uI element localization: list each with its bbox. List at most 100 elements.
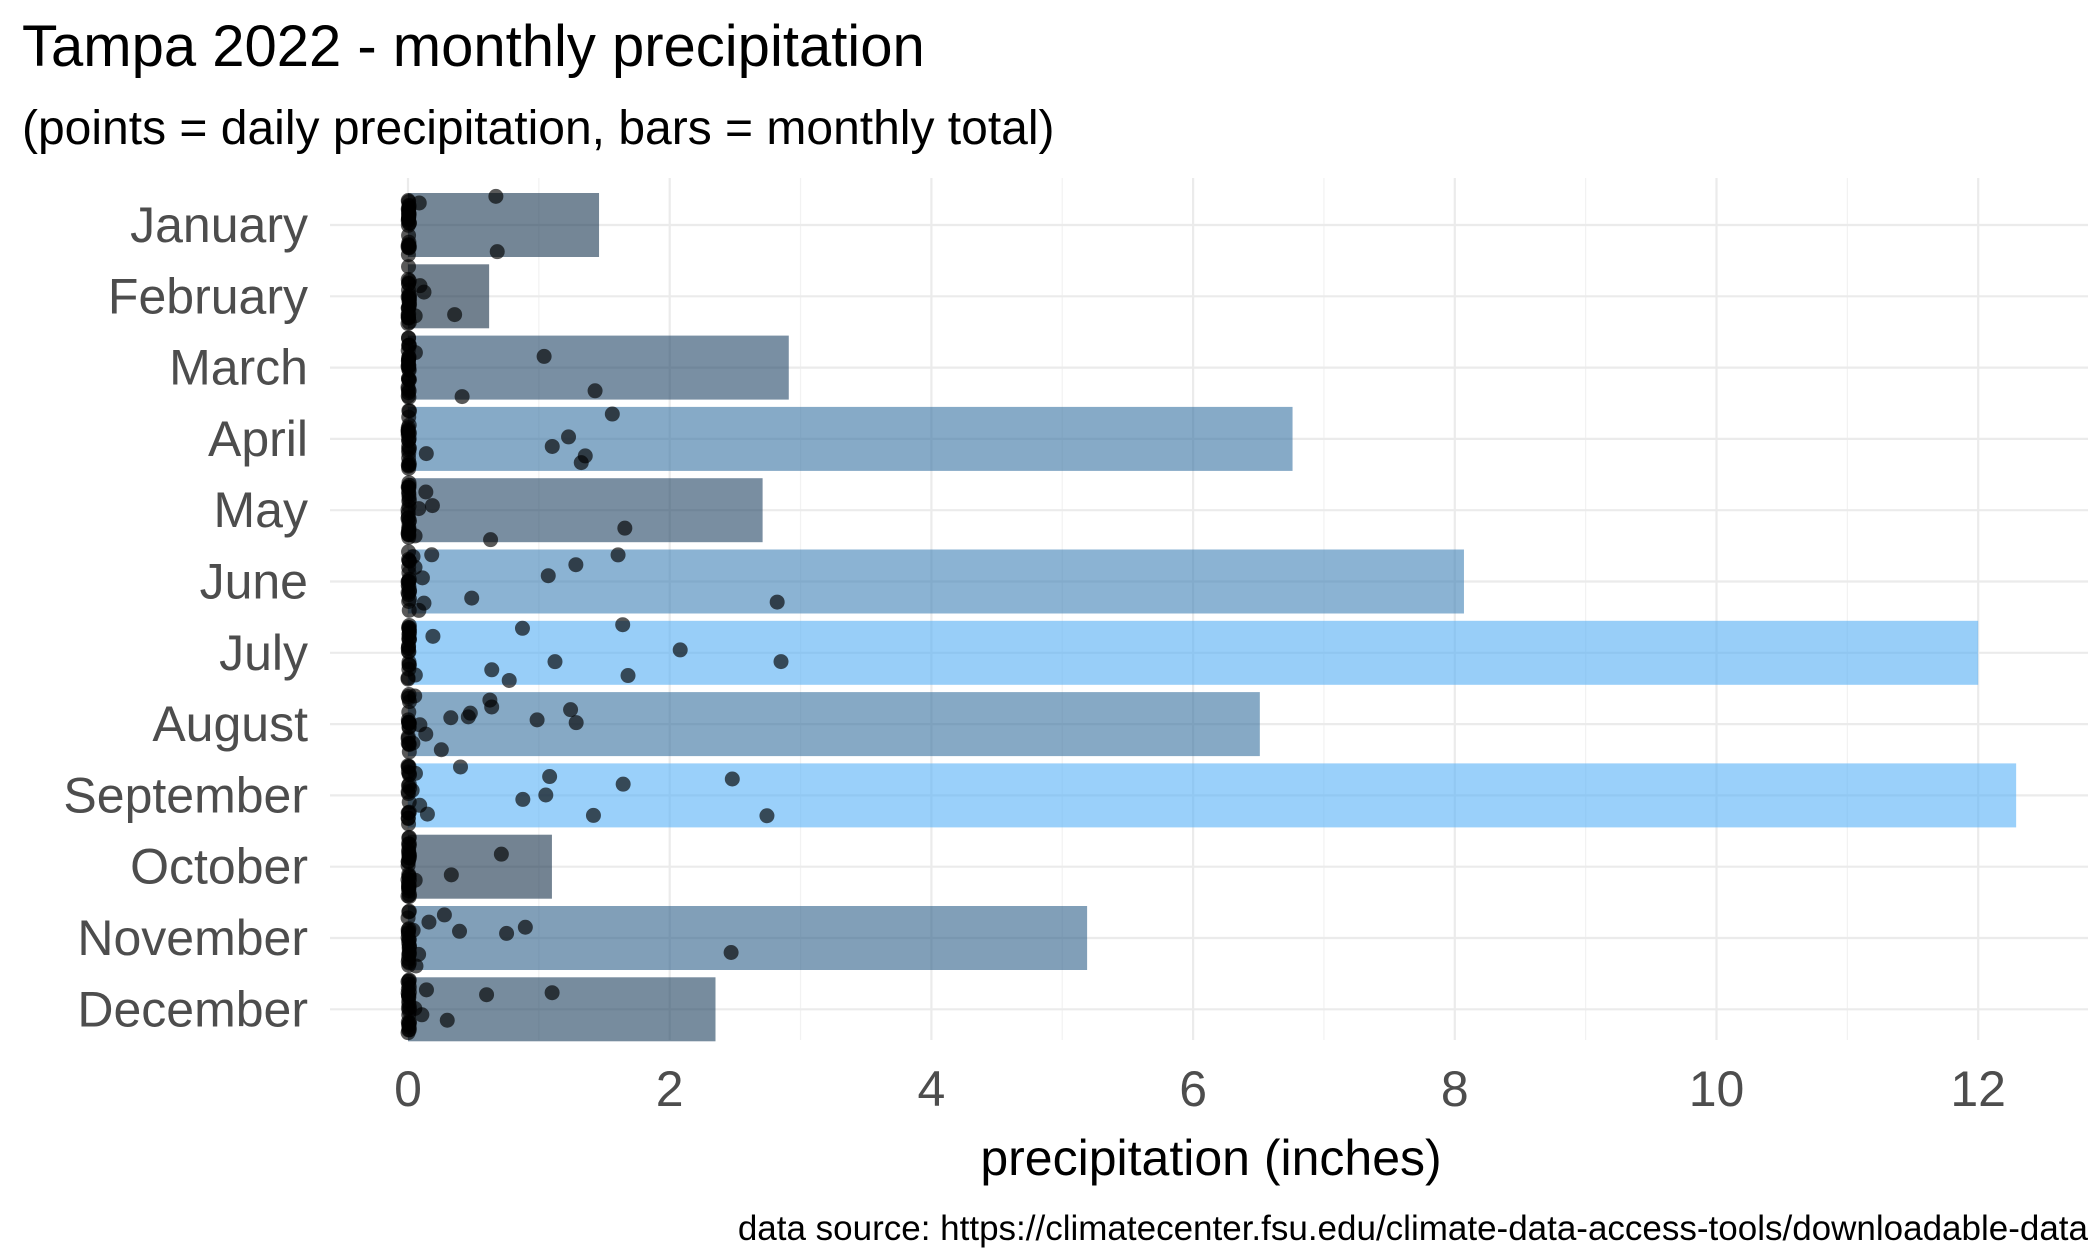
daily-point-september <box>724 771 740 787</box>
daily-point-february <box>407 308 423 324</box>
daily-point-may <box>424 498 440 514</box>
bar-june <box>408 549 1464 614</box>
x-tick-label: 12 <box>1950 1061 2006 1117</box>
daily-point-april <box>401 460 417 476</box>
daily-point-june <box>416 595 432 611</box>
daily-point-april <box>544 438 560 454</box>
chart-title: Tampa 2022 - monthly precipitation <box>22 14 925 79</box>
daily-point-december <box>439 1012 455 1028</box>
daily-point-july <box>401 626 417 642</box>
daily-point-february <box>401 259 417 275</box>
daily-point-july <box>547 654 563 670</box>
daily-point-march <box>401 372 417 388</box>
daily-point-may <box>401 513 417 529</box>
x-tick-labels: 0 2 4 6 8 10 12 <box>394 1061 2006 1117</box>
daily-point-january <box>400 211 416 227</box>
daily-point-june <box>769 594 785 610</box>
daily-point-february <box>412 278 428 294</box>
daily-point-january <box>400 238 416 254</box>
daily-point-september <box>401 794 417 810</box>
daily-point-october <box>401 836 417 852</box>
y-tick-label: July <box>219 625 308 681</box>
daily-point-april <box>401 440 417 456</box>
daily-point-october <box>402 887 418 903</box>
bar-may <box>408 478 763 543</box>
daily-point-december <box>479 987 495 1003</box>
daily-point-january <box>488 188 504 204</box>
y-tick-label: January <box>130 197 308 253</box>
daily-point-december <box>407 1000 423 1016</box>
daily-point-november <box>408 958 424 974</box>
daily-point-june <box>610 547 626 563</box>
daily-point-november <box>401 903 417 919</box>
x-tick-label: 10 <box>1689 1061 1745 1117</box>
y-tick-label: April <box>208 411 308 467</box>
daily-point-august <box>529 712 545 728</box>
daily-point-april <box>400 424 416 440</box>
y-tick-label: September <box>63 767 308 823</box>
daily-point-may <box>411 501 427 517</box>
daily-point-july <box>425 628 441 644</box>
daily-point-august <box>462 705 478 721</box>
daily-point-july <box>484 662 500 678</box>
daily-point-november <box>723 944 739 960</box>
daily-point-july <box>407 667 423 683</box>
y-tick-label: August <box>152 696 308 752</box>
daily-point-december <box>418 982 434 998</box>
bar-october <box>408 834 552 899</box>
daily-point-january <box>489 244 505 260</box>
daily-point-september <box>585 807 601 823</box>
y-tick-label: June <box>200 554 308 610</box>
daily-point-march <box>587 383 603 399</box>
daily-point-august <box>433 742 449 758</box>
daily-point-march <box>407 345 423 361</box>
daily-point-february <box>447 307 463 323</box>
daily-point-november <box>405 922 421 938</box>
daily-point-april <box>604 406 620 422</box>
x-tick-label: 2 <box>656 1061 684 1117</box>
daily-point-july <box>400 644 416 660</box>
daily-point-november <box>517 919 533 935</box>
daily-point-september <box>407 765 423 781</box>
daily-point-july <box>672 642 688 658</box>
daily-point-march <box>400 388 416 404</box>
chart-subtitle: (points = daily precipitation, bars = mo… <box>22 102 1055 155</box>
daily-point-december <box>544 985 560 1001</box>
bar-september <box>408 763 2017 828</box>
daily-point-august <box>568 715 584 731</box>
daily-point-july <box>514 620 530 636</box>
bar-july <box>408 620 1979 685</box>
daily-point-may <box>418 484 434 500</box>
daily-point-august <box>443 710 459 726</box>
daily-point-october <box>493 846 509 862</box>
daily-point-may <box>401 479 417 495</box>
y-tick-label: December <box>77 981 308 1037</box>
daily-point-september <box>404 782 420 798</box>
daily-point-january <box>411 195 427 211</box>
x-tick-label: 8 <box>1441 1061 1469 1117</box>
daily-point-april <box>561 429 577 445</box>
daily-point-june <box>400 578 416 594</box>
y-tick-label: May <box>214 482 308 538</box>
daily-point-april <box>401 403 417 419</box>
daily-point-november <box>436 907 452 923</box>
y-tick-label: March <box>169 340 308 396</box>
daily-point-august <box>412 717 428 733</box>
daily-point-june <box>540 568 556 584</box>
daily-point-september <box>538 787 554 803</box>
x-axis-label: precipitation (inches) <box>980 1130 1441 1186</box>
daily-point-december <box>400 1014 416 1030</box>
daily-point-may <box>483 532 499 548</box>
daily-point-november <box>421 914 437 930</box>
daily-point-march <box>401 358 417 374</box>
daily-point-may <box>617 520 633 536</box>
daily-point-august <box>482 692 498 708</box>
caption: data source: https://climatecenter.fsu.e… <box>738 1209 2089 1248</box>
bar-august <box>408 692 1260 757</box>
x-tick-label: 6 <box>1179 1061 1207 1117</box>
daily-point-march <box>536 348 552 364</box>
y-tick-label: November <box>77 910 308 966</box>
bar-november <box>408 906 1088 970</box>
daily-point-august <box>563 702 579 718</box>
